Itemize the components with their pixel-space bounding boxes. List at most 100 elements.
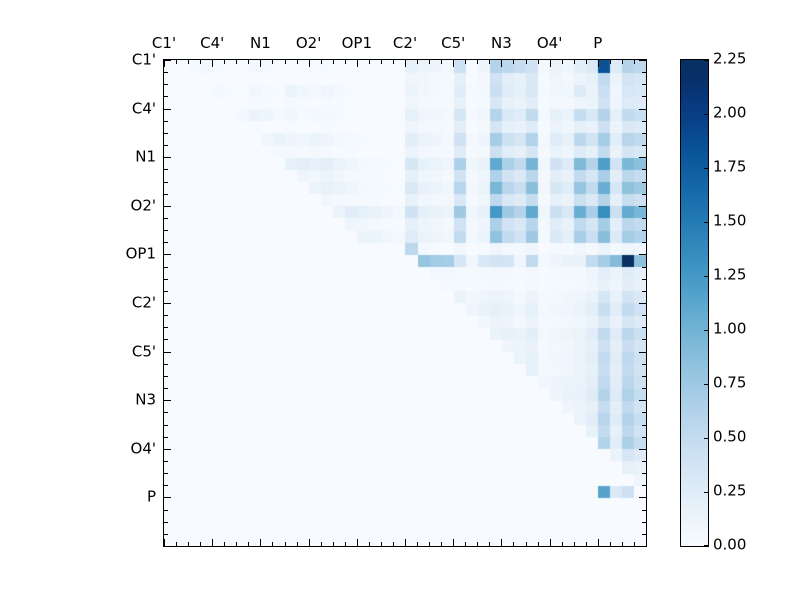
y-tick-right-35 <box>642 485 646 486</box>
x-tick-bottom-35 <box>586 542 587 546</box>
x-tick-top-16 <box>357 60 358 67</box>
colorbar-label-1.75: 1.75 <box>713 157 747 176</box>
x-tick-top-14 <box>333 60 334 64</box>
x-tick-bottom-13 <box>321 542 322 546</box>
x-tick-bottom-30 <box>526 542 527 546</box>
colorbar-label-2.25: 2.25 <box>713 49 747 68</box>
x-tick-bottom-7 <box>248 542 249 546</box>
y-tick-left-15 <box>164 242 168 243</box>
x-tick-top-31 <box>538 60 539 64</box>
x-tick-top-6 <box>236 60 237 64</box>
x-tick-top-1 <box>176 60 177 64</box>
x-tick-top-30 <box>526 60 527 64</box>
colorbar-tick-6 <box>704 222 708 223</box>
x-tick-top-36 <box>598 60 599 67</box>
y-tick-right-10 <box>642 182 646 183</box>
y-tick-right-38 <box>642 522 646 523</box>
y-tick-left-29 <box>164 412 168 413</box>
y-tick-left-37 <box>164 510 168 511</box>
y-tick-right-19 <box>642 291 646 292</box>
y-tick-right-7 <box>642 145 646 146</box>
x-tick-bottom-4 <box>212 539 213 546</box>
y-tick-right-31 <box>642 437 646 438</box>
colorbar-tick-3 <box>704 384 708 385</box>
y-tick-right-9 <box>642 169 646 170</box>
y-tick-label-C2p: C2' <box>131 293 156 312</box>
y-tick-left-18 <box>164 279 168 280</box>
x-tick-bottom-23 <box>441 542 442 546</box>
x-tick-top-26 <box>477 60 478 64</box>
y-tick-left-17 <box>164 267 168 268</box>
x-tick-bottom-8 <box>260 539 261 546</box>
x-tick-top-12 <box>309 60 310 67</box>
y-tick-right-8 <box>639 157 646 158</box>
y-tick-left-21 <box>164 315 168 316</box>
y-tick-right-1 <box>642 72 646 73</box>
y-tick-left-30 <box>164 425 168 426</box>
x-tick-top-0 <box>164 60 165 67</box>
y-tick-right-0 <box>639 60 646 61</box>
x-tick-top-39 <box>634 60 635 64</box>
colorbar-tick-4 <box>704 330 708 331</box>
y-tick-left-0 <box>164 60 171 61</box>
x-tick-bottom-38 <box>622 542 623 546</box>
x-tick-bottom-24 <box>453 539 454 546</box>
y-tick-label-C5p: C5' <box>131 342 156 361</box>
y-tick-right-13 <box>642 218 646 219</box>
y-tick-left-23 <box>164 339 168 340</box>
heatmap-image <box>164 60 646 546</box>
x-tick-top-35 <box>586 60 587 64</box>
y-tick-left-12 <box>164 206 171 207</box>
colorbar-label-1.00: 1.00 <box>713 319 747 338</box>
x-tick-bottom-19 <box>393 542 394 546</box>
x-tick-bottom-6 <box>236 542 237 546</box>
y-tick-left-28 <box>164 400 171 401</box>
colorbar-tick-2 <box>704 438 708 439</box>
y-tick-left-33 <box>164 461 168 462</box>
x-tick-top-20 <box>405 60 406 67</box>
x-tick-top-25 <box>465 60 466 64</box>
x-tick-top-28 <box>501 60 502 67</box>
y-tick-left-35 <box>164 485 168 486</box>
x-tick-bottom-29 <box>513 542 514 546</box>
x-tick-bottom-34 <box>574 542 575 546</box>
x-tick-bottom-36 <box>598 539 599 546</box>
y-tick-right-36 <box>639 497 646 498</box>
y-tick-left-6 <box>164 133 168 134</box>
x-tick-top-33 <box>562 60 563 64</box>
y-tick-left-31 <box>164 437 168 438</box>
x-tick-bottom-0 <box>164 539 165 546</box>
y-tick-left-20 <box>164 303 171 304</box>
y-tick-left-1 <box>164 72 168 73</box>
colorbar-tick-9 <box>704 60 708 61</box>
y-tick-right-32 <box>639 449 646 450</box>
y-tick-left-34 <box>164 473 168 474</box>
y-tick-label-C4p: C4' <box>131 99 156 118</box>
x-tick-bottom-33 <box>562 542 563 546</box>
y-tick-right-3 <box>642 96 646 97</box>
y-tick-right-30 <box>642 425 646 426</box>
y-tick-label-C1p: C1' <box>131 50 156 69</box>
y-tick-left-10 <box>164 182 168 183</box>
colorbar-gradient <box>681 60 708 546</box>
x-tick-bottom-17 <box>369 542 370 546</box>
colorbar-label-2.00: 2.00 <box>713 103 747 122</box>
x-tick-top-10 <box>285 60 286 64</box>
x-tick-label-N1: N1 <box>250 34 271 52</box>
y-tick-right-14 <box>642 230 646 231</box>
x-tick-bottom-15 <box>345 542 346 546</box>
x-tick-label-C2p: C2' <box>392 34 418 52</box>
y-tick-right-20 <box>639 303 646 304</box>
colorbar-label-0.75: 0.75 <box>713 373 747 392</box>
colorbar-tick-7 <box>704 168 708 169</box>
y-tick-label-N1: N1 <box>135 147 156 166</box>
y-tick-right-23 <box>642 339 646 340</box>
y-tick-label-OP1: OP1 <box>125 244 156 263</box>
y-tick-right-6 <box>642 133 646 134</box>
y-tick-left-39 <box>164 534 168 535</box>
y-tick-left-11 <box>164 194 168 195</box>
x-tick-bottom-5 <box>224 542 225 546</box>
y-tick-right-4 <box>639 109 646 110</box>
x-tick-top-22 <box>429 60 430 64</box>
